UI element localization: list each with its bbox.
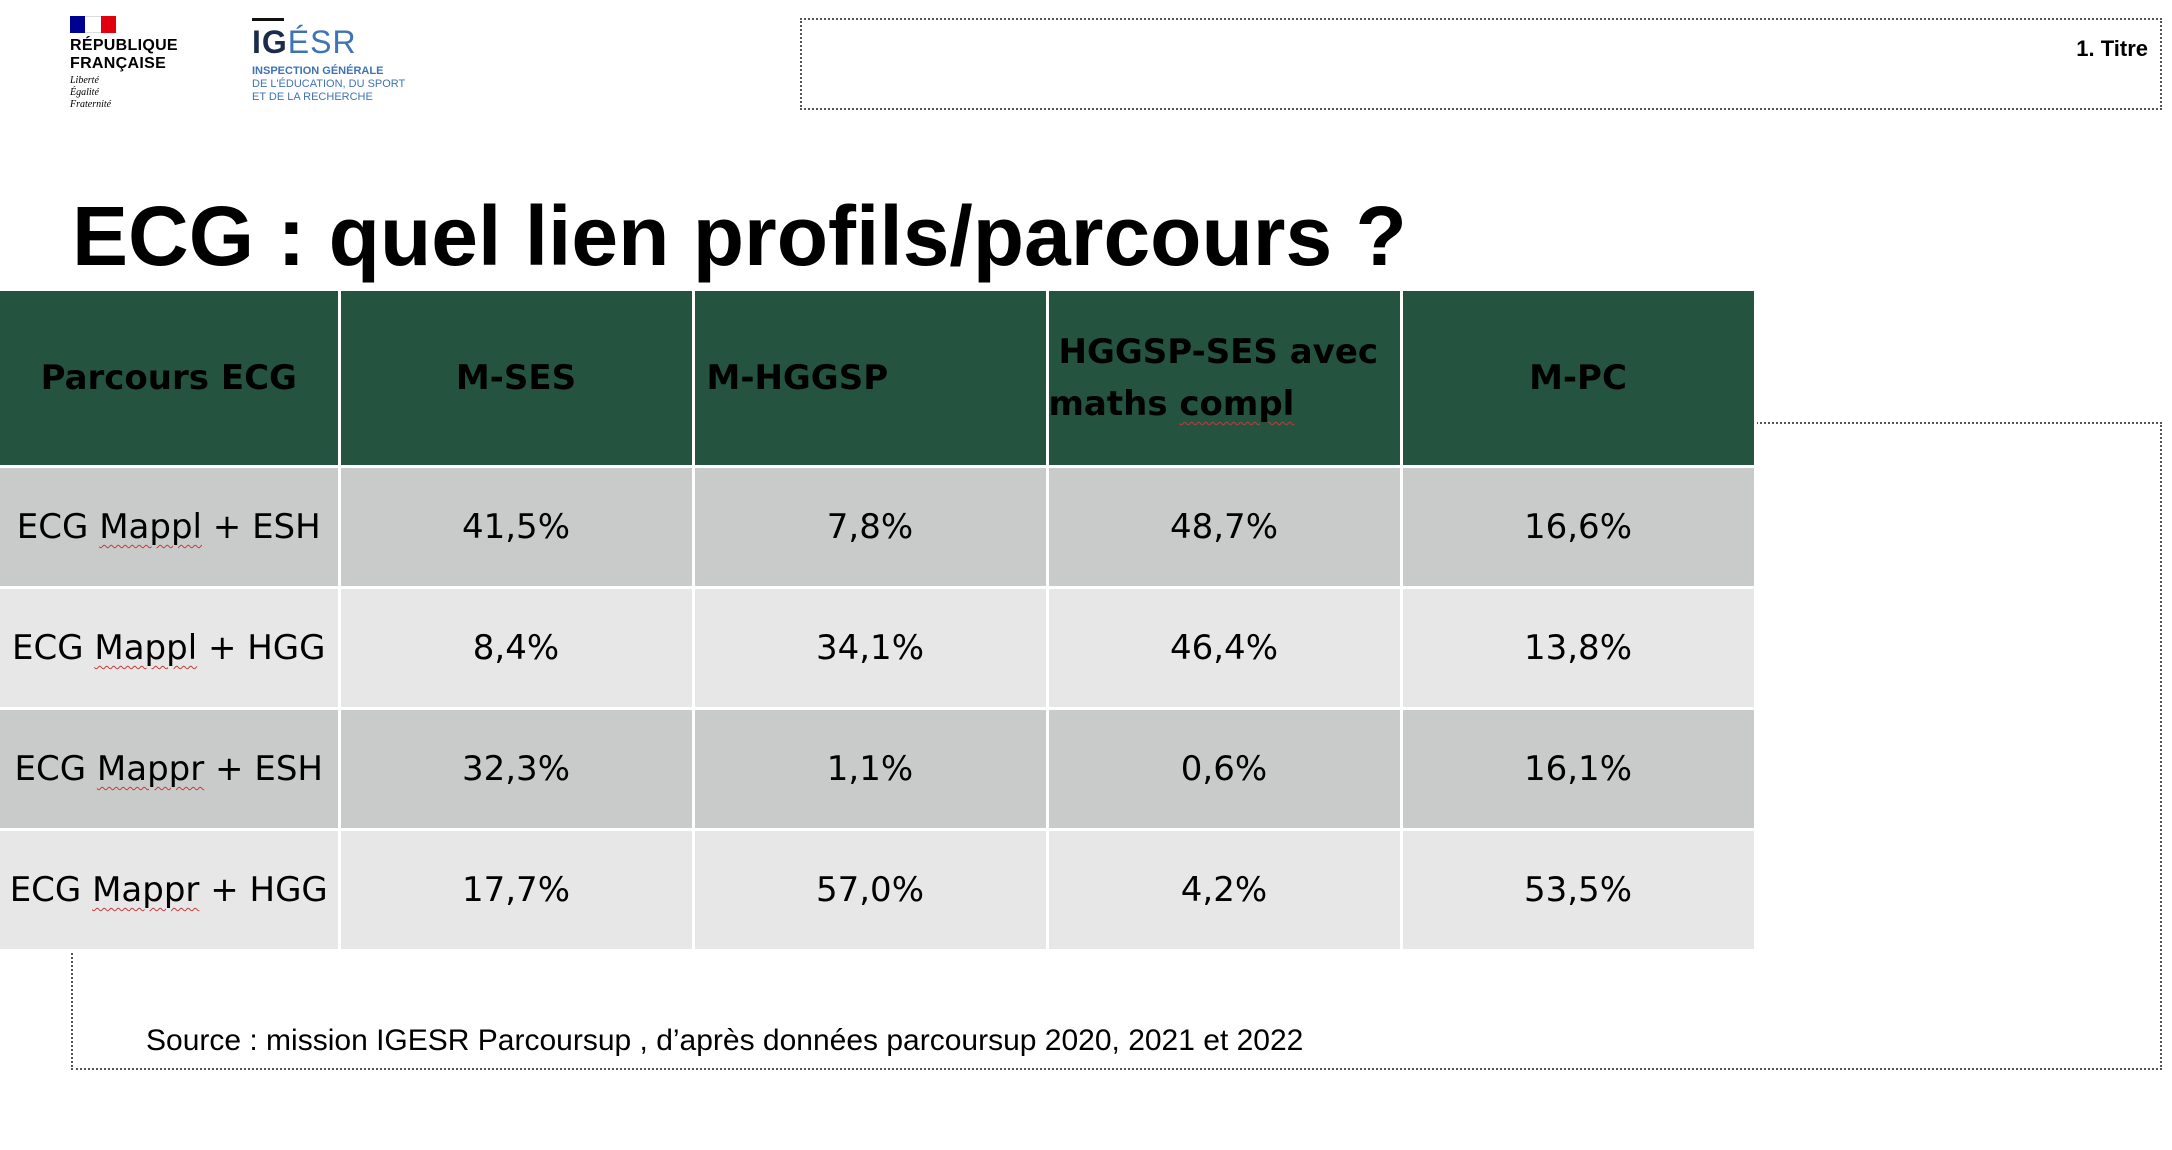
table-row: ECG Mappr + HGG 17,7% 57,0% 4,2% 53,5%: [0, 828, 1757, 952]
page-title: ECG : quel lien profils/parcours ?: [72, 189, 1407, 283]
table-cell: 53,5%: [1399, 828, 1757, 952]
table-cell: 4,2%: [1045, 828, 1403, 952]
igesr-bar: [252, 18, 284, 21]
table-row: ECG Mappl + HGG 8,4% 34,1% 46,4% 13,8%: [0, 586, 1757, 710]
table-cell: 16,6%: [1399, 465, 1757, 589]
table-cell: 8,4%: [337, 586, 695, 710]
data-table: Parcours ECG M-SES M-HGGSP HGGSP-SES ave…: [0, 288, 1757, 952]
french-flag-icon: [70, 16, 116, 33]
republique-francaise-logo: RÉPUBLIQUE FRANÇAISE Liberté Égalité Fra…: [70, 16, 200, 111]
table-cell: 7,8%: [691, 465, 1049, 589]
table-cell: 48,7%: [1045, 465, 1403, 589]
table-cell: 0,6%: [1045, 707, 1403, 831]
column-header-parcours: Parcours ECG: [0, 288, 341, 468]
table-cell: 34,1%: [691, 586, 1049, 710]
igesr-subtitle: INSPECTION GÉNÉRALE DE L'ÉDUCATION, DU S…: [252, 65, 406, 103]
source-note: Source : mission IGESR Parcoursup , d’ap…: [146, 1024, 1304, 1057]
table-cell: 41,5%: [337, 465, 695, 589]
igesr-wordmark: IGÉSR: [252, 24, 357, 60]
row-label: ECG Mappr + ESH: [0, 707, 341, 831]
table-cell: 1,1%: [691, 707, 1049, 831]
table-row: ECG Mappl + ESH 41,5% 7,8% 48,7% 16,6%: [0, 465, 1757, 589]
igesr-logo: IGÉSR INSPECTION GÉNÉRALE DE L'ÉDUCATION…: [252, 18, 405, 104]
table-cell: 32,3%: [337, 707, 695, 831]
table-cell: 57,0%: [691, 828, 1049, 952]
column-header-m-ses: M-SES: [337, 288, 695, 468]
rf-motto: Liberté Égalité Fraternité: [70, 75, 112, 110]
column-header-hggsp-ses: HGGSP-SES avec maths compl: [1045, 288, 1403, 468]
column-header-m-hggsp: M-HGGSP: [691, 288, 1049, 468]
column-header-m-pc: M-PC: [1399, 288, 1757, 468]
table-cell: 13,8%: [1399, 586, 1757, 710]
row-label: ECG Mappl + ESH: [0, 465, 341, 589]
rf-name: RÉPUBLIQUE FRANÇAISE: [70, 37, 178, 72]
table-header-row: Parcours ECG M-SES M-HGGSP HGGSP-SES ave…: [0, 288, 1757, 468]
table-cell: 16,1%: [1399, 707, 1757, 831]
placeholder-label: 1. Titre: [2076, 36, 2148, 61]
row-label: ECG Mappl + HGG: [0, 586, 341, 710]
table-row: ECG Mappr + ESH 32,3% 1,1% 0,6% 16,1%: [0, 707, 1757, 831]
table-cell: 46,4%: [1045, 586, 1403, 710]
table-cell: 17,7%: [337, 828, 695, 952]
title-placeholder-frame[interactable]: 1. Titre: [800, 18, 2162, 110]
row-label: ECG Mappr + HGG: [0, 828, 341, 952]
